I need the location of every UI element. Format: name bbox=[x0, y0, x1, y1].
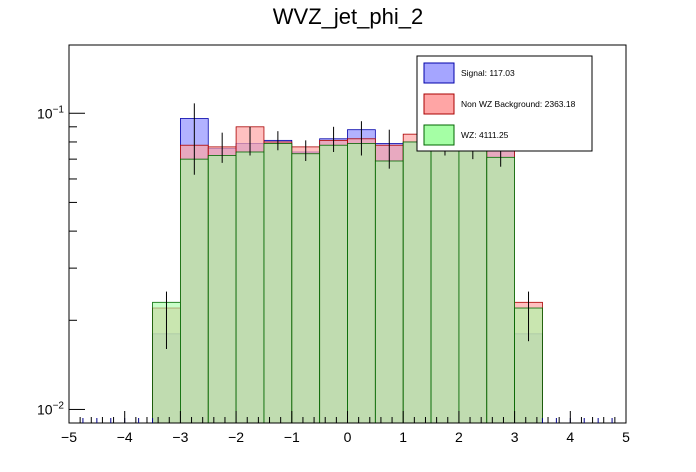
bar-wz bbox=[319, 144, 348, 424]
legend-label: Signal: 117.03 bbox=[461, 68, 515, 78]
x-tick-label: 4 bbox=[566, 429, 574, 445]
x-tick-label: 2 bbox=[455, 429, 463, 445]
x-tick-label: 1 bbox=[399, 429, 407, 445]
x-tick-label: −5 bbox=[61, 429, 77, 445]
legend: Signal: 117.03 Non WZ Background: 2363.18… bbox=[416, 55, 593, 152]
bar-wz bbox=[235, 151, 265, 424]
x-tick-label: −1 bbox=[284, 429, 300, 445]
chart-title: WVZ_jet_phi_2 bbox=[273, 4, 423, 29]
x-tick-label: −2 bbox=[228, 429, 244, 445]
legend-label: WZ: 4111.25 bbox=[461, 130, 509, 140]
y-tick-label: 10−2 bbox=[37, 400, 64, 417]
bar-wz bbox=[374, 160, 404, 424]
bar-wz bbox=[486, 156, 516, 424]
x-tick-label: 0 bbox=[344, 429, 352, 445]
bar-wz bbox=[458, 146, 488, 424]
legend-label: Non WZ Background: 2363.18 bbox=[461, 99, 576, 109]
plot-area: −5 −4 −3 −2 −1 0 1 2 3 4 5 10−1 10−2 bbox=[37, 44, 630, 445]
legend-swatch bbox=[423, 62, 455, 84]
bar-wz bbox=[347, 143, 376, 424]
x-tick-label: −4 bbox=[117, 429, 133, 445]
legend-swatch bbox=[423, 124, 455, 146]
x-tick-label: 5 bbox=[622, 429, 630, 445]
legend-swatch bbox=[423, 93, 455, 115]
bar-wz bbox=[263, 143, 293, 424]
x-tick-label: −3 bbox=[172, 429, 188, 445]
bar-wz bbox=[291, 153, 321, 424]
y-tick-label: 10−1 bbox=[37, 104, 64, 121]
x-tick-label: 3 bbox=[511, 429, 519, 445]
bar-wz bbox=[402, 141, 432, 424]
bar-wz bbox=[207, 155, 237, 424]
bar-wz bbox=[179, 158, 209, 424]
bar-wz bbox=[430, 143, 460, 424]
